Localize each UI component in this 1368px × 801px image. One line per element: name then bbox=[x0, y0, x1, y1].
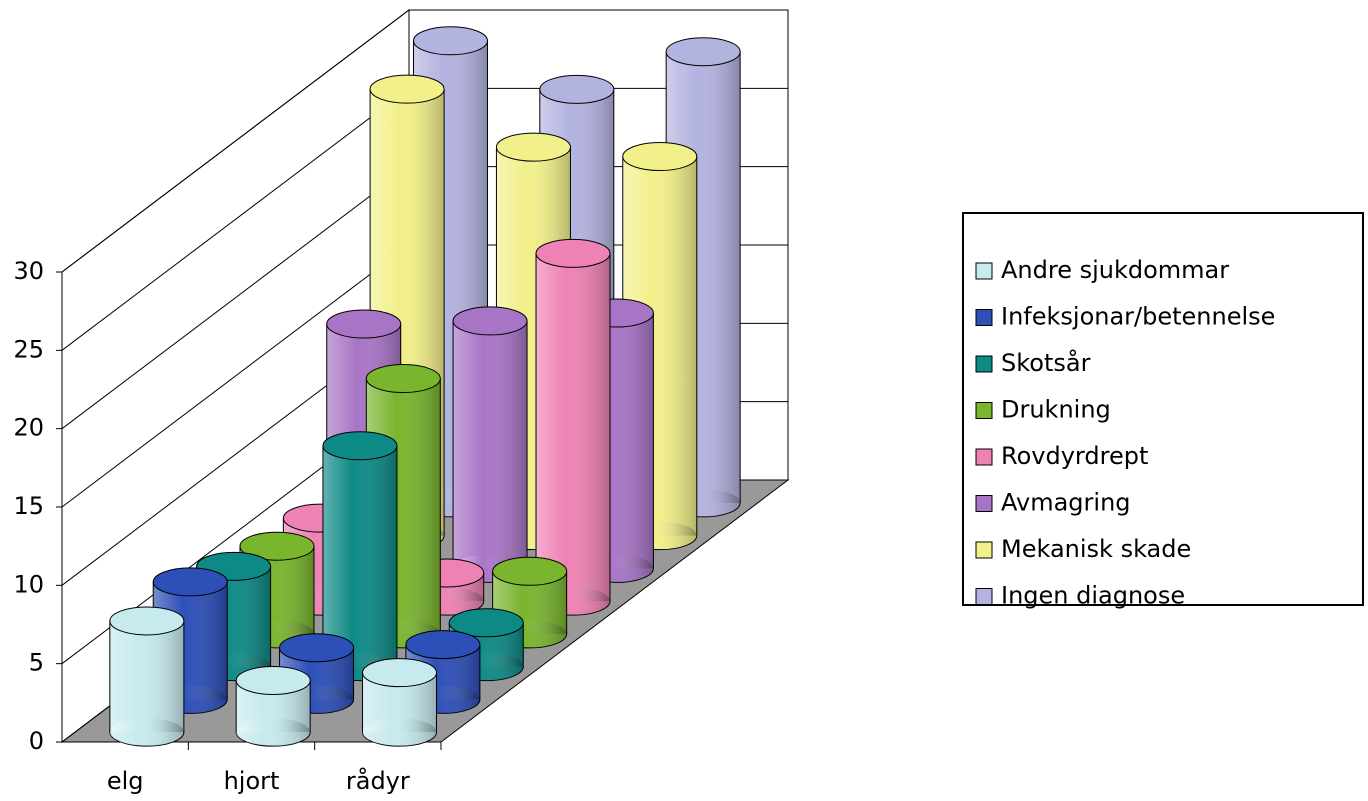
legend-swatch bbox=[975, 262, 993, 280]
x-tick-label: elg bbox=[107, 767, 144, 795]
y-tick-label: 10 bbox=[13, 570, 44, 598]
legend-box bbox=[962, 212, 1364, 606]
x-tick-label: rådyr bbox=[346, 766, 410, 795]
cylinder-top bbox=[322, 431, 398, 461]
cylinder-top bbox=[239, 531, 315, 561]
legend-swatch bbox=[975, 402, 993, 419]
legend-swatch bbox=[975, 541, 993, 559]
cylinder-top bbox=[362, 658, 438, 688]
cylinder-bottom-shade bbox=[362, 718, 437, 747]
cylinder-top bbox=[109, 606, 185, 636]
y-tick-label: 5 bbox=[29, 649, 44, 677]
x-tick-label: hjort bbox=[224, 767, 280, 795]
y-tick-label: 30 bbox=[13, 257, 44, 285]
legend-label: Infeksjonar/betennelse bbox=[1001, 303, 1275, 331]
cylinder-top bbox=[365, 364, 441, 394]
cylinder-top bbox=[279, 633, 355, 663]
legend-label: Avmagring bbox=[1001, 489, 1131, 517]
legend-label: Rovdyrdrept bbox=[1001, 442, 1148, 470]
bar-shade bbox=[322, 445, 397, 667]
legend-swatch bbox=[975, 355, 993, 373]
cylinder-top bbox=[448, 608, 524, 638]
cylinder-top bbox=[452, 306, 528, 336]
cylinder-top bbox=[665, 37, 741, 67]
legend-label: Drukning bbox=[1001, 396, 1111, 424]
y-tick-label: 0 bbox=[29, 727, 44, 755]
legend-swatch bbox=[975, 309, 993, 326]
legend-swatch bbox=[975, 588, 993, 605]
bar-shade bbox=[536, 253, 611, 602]
bar-shade bbox=[453, 320, 528, 569]
cylinder-top bbox=[492, 556, 568, 586]
cylinder-top bbox=[622, 142, 698, 172]
y-tick-label: 25 bbox=[13, 335, 44, 363]
legend-swatch bbox=[975, 448, 993, 466]
cylinder-top bbox=[369, 74, 445, 104]
y-tick-label: 15 bbox=[13, 492, 44, 520]
legend-label: Mekanisk skade bbox=[1001, 535, 1191, 563]
legend-label: Andre sjukdommar bbox=[1001, 256, 1229, 284]
cylinder-top bbox=[495, 132, 571, 162]
legend-swatch bbox=[975, 495, 993, 512]
cylinder-top bbox=[152, 567, 228, 597]
y-tick-label: 20 bbox=[13, 414, 44, 442]
cylinder-top bbox=[412, 26, 488, 56]
cylinder-top bbox=[539, 74, 615, 104]
cylinder-top bbox=[535, 238, 611, 268]
legend-label: Ingen diagnose bbox=[1001, 582, 1185, 610]
cylinder-top bbox=[405, 630, 481, 660]
bar-shade bbox=[109, 620, 184, 733]
cylinder-top bbox=[235, 665, 311, 695]
grid-line bbox=[61, 9, 788, 273]
cylinder-bottom-shade bbox=[109, 718, 184, 747]
legend-label: Skotsår bbox=[1001, 348, 1091, 377]
cylinder-top bbox=[326, 309, 402, 339]
cylinder-bottom-shade bbox=[236, 718, 311, 747]
